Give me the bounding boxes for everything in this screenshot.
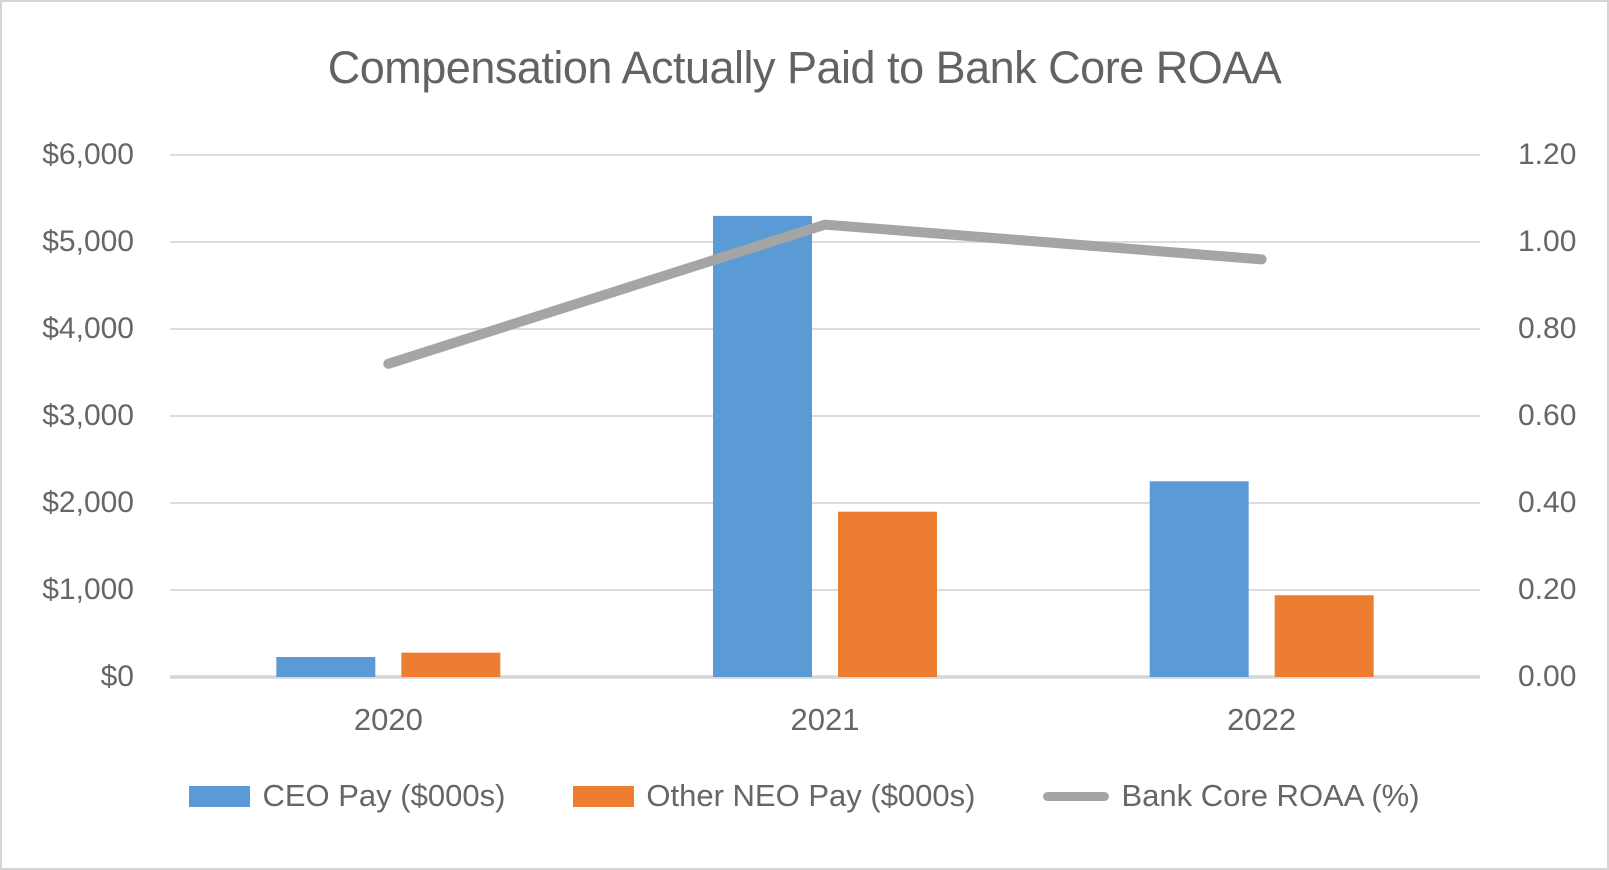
left-axis-tick-label: $2,000 [42,486,134,519]
legend: CEO Pay ($000s) Other NEO Pay ($000s) Bank… [2,778,1607,814]
legend-label: Other NEO Pay ($000s) [646,778,976,813]
right-axis-tick-label: 1.00 [1518,225,1577,258]
bar-other-neo-pay-000s--2021 [838,511,937,677]
line-bank-core-roaa- [383,219,1267,369]
right-axis-tick-label: 0.80 [1518,312,1577,345]
bar-other-neo-pay-000s--2020 [401,652,501,677]
x-axis-category-label: 2021 [790,702,860,737]
left-axis-tick-label: $3,000 [42,399,134,432]
legend-line-swatch-icon [1043,791,1110,801]
right-axis-tick-label: 0.20 [1518,573,1577,606]
right-axis-tick-label: 0.60 [1518,399,1577,432]
left-axis-tick-label: $0 [100,660,134,693]
legend-item: CEO Pay ($000s) [189,778,505,814]
legend-label: Bank Core ROAA (%) [1121,778,1420,813]
legend-bar-swatch-icon [189,785,251,807]
right-axis-tick-label: 0.40 [1518,486,1577,519]
chart-title: Compensation Actually Paid to Bank Core … [327,42,1282,93]
legend-item: Other NEO Pay ($000s) [573,778,975,814]
right-axis-tick-label: 0.00 [1518,660,1577,693]
bar-ceo-pay-000s--2021 [713,215,812,677]
left-axis-tick-label: $1,000 [42,573,134,606]
x-axis-category-label: 2020 [353,702,423,737]
bar-ceo-pay-000s--2020 [276,656,376,677]
legend-label: CEO Pay ($000s) [262,778,506,813]
bar-ceo-pay-000s--2022 [1149,481,1249,677]
left-axis-tick-label: $4,000 [42,312,134,345]
bar-other-neo-pay-000s--2022 [1274,595,1374,677]
legend-bar-swatch-icon [573,785,635,807]
legend-item: Bank Core ROAA (%) [1043,778,1420,814]
x-axis-category-label: 2022 [1227,702,1297,737]
left-axis-tick-label: $5,000 [42,225,134,258]
left-axis-tick-label: $6,000 [42,138,134,171]
right-axis-tick-label: 1.20 [1518,138,1577,171]
